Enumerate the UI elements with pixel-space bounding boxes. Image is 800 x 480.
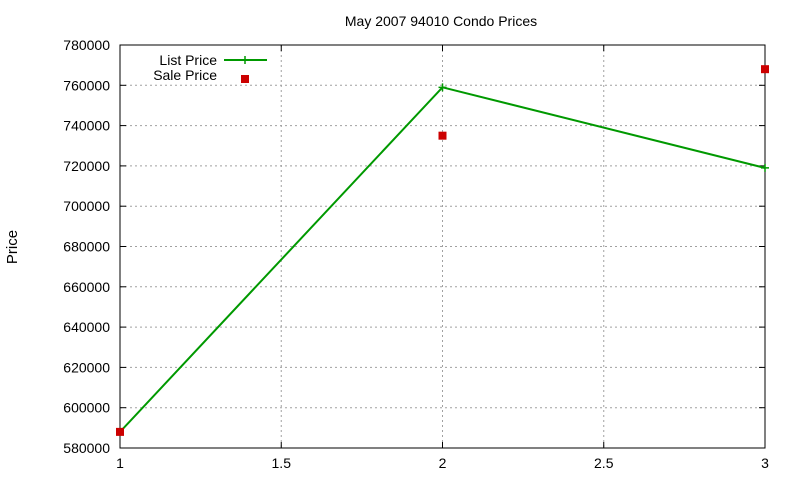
y-tick-label: 580000 <box>63 440 110 456</box>
y-tick-label: 780000 <box>63 37 110 53</box>
tick-layer <box>119 44 766 449</box>
x-tick-label: 1 <box>116 455 124 471</box>
x-tick-label: 2 <box>439 455 447 471</box>
chart-title: May 2007 94010 Condo Prices <box>345 13 537 29</box>
legend-point-swatch <box>241 75 249 83</box>
x-tick-labels: 1 1.5 2 2.5 3 <box>116 455 769 471</box>
grid-layer <box>120 45 765 448</box>
sale-price-point <box>116 427 124 436</box>
y-tick-label: 660000 <box>63 279 110 295</box>
sale-price-point <box>438 131 447 140</box>
x-tick-label: 1.5 <box>272 455 292 471</box>
x-tick-label: 2.5 <box>594 455 614 471</box>
y-tick-label: 760000 <box>63 77 110 93</box>
legend-label: Sale Price <box>153 67 217 83</box>
y-tick-label: 640000 <box>63 319 110 335</box>
list-price-point <box>438 83 447 92</box>
series-layer <box>116 65 769 436</box>
x-tick-label: 3 <box>761 455 769 471</box>
y-tick-label: 740000 <box>63 118 110 134</box>
list-price-point <box>761 163 769 172</box>
y-tick-label: 620000 <box>63 359 110 375</box>
legend-point-swatch <box>241 56 249 64</box>
series-1 <box>116 65 769 436</box>
sale-price-point <box>761 65 769 74</box>
y-tick-label: 700000 <box>63 198 110 214</box>
legend-label: List Price <box>159 52 217 68</box>
y-tick-label: 680000 <box>63 239 110 255</box>
y-tick-labels: 580000 600000 620000 640000 660000 680000 7000… <box>63 37 110 456</box>
y-axis-label: Price <box>4 230 21 264</box>
y-tick-label: 600000 <box>63 400 110 416</box>
y-tick-label: 720000 <box>63 158 110 174</box>
